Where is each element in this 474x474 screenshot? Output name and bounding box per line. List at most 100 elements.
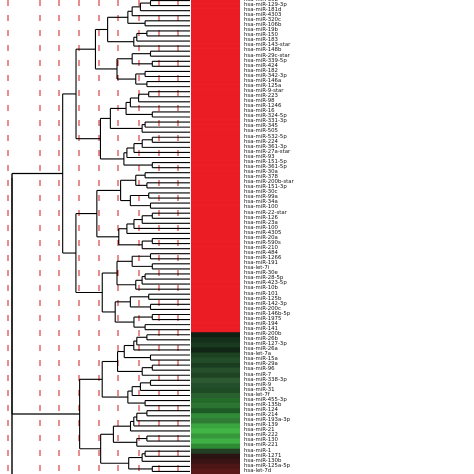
heatmap-cell xyxy=(191,220,240,227)
row-label: hsa-miR-130b xyxy=(244,457,282,464)
row-label: hsa-miR-331-3p xyxy=(244,118,287,125)
row-label: hsa-miR-19b xyxy=(244,27,278,34)
heatmap-cell xyxy=(191,377,240,384)
row-label: hsa-miR-338-3p xyxy=(244,376,287,383)
heatmap-cell xyxy=(191,342,240,348)
heatmap-cell xyxy=(191,306,240,313)
heatmap-cell xyxy=(191,89,240,95)
heatmap-cell xyxy=(191,8,240,14)
row-label: hsa-miR-9-star xyxy=(244,87,284,94)
heatmap-cell xyxy=(191,428,240,434)
heatmap-cell xyxy=(191,84,240,90)
row-label: hsa-miR-194 xyxy=(244,320,278,327)
heatmap-cell xyxy=(191,246,240,252)
row-label: hsa-miR-223 xyxy=(244,93,278,100)
row-label: hsa-miR-181d xyxy=(244,6,282,13)
heatmap-cell xyxy=(191,392,240,399)
heatmap-cell xyxy=(191,448,240,455)
row-label: hsa-miR-1266 xyxy=(244,255,282,262)
row-label: hsa-miR-27a-star xyxy=(244,148,291,155)
heatmap-cell xyxy=(191,433,240,439)
heatmap-cell xyxy=(191,160,240,166)
heatmap-cell xyxy=(191,13,240,19)
dendrogram-tree xyxy=(11,0,190,473)
row-label: hsa-miR-424 xyxy=(244,62,278,69)
heatmap-cell xyxy=(191,58,240,65)
row-label: hsa-miR-9 xyxy=(244,381,272,388)
heatmap-cell xyxy=(191,149,240,156)
row-label: hsa-miR-139 xyxy=(244,422,278,429)
heatmap-cell xyxy=(191,185,240,191)
heatmap-cell xyxy=(191,236,240,242)
heatmap-cell xyxy=(191,94,240,100)
row-label: hsa-miR-29c-star xyxy=(244,52,290,59)
heatmap-cell xyxy=(191,99,240,105)
heatmap-cell xyxy=(191,438,240,444)
row-label: hsa-miR-342-3p xyxy=(244,72,287,79)
heatmap-cell xyxy=(191,347,240,353)
row-label: hsa-miR-214 xyxy=(244,412,278,419)
heatmap-cell xyxy=(191,0,240,4)
row-label: hsa-miR-210 xyxy=(244,244,278,251)
heatmap-cell xyxy=(191,104,240,110)
row-label: hsa-miR-93 xyxy=(244,153,275,160)
row-label: hsa-miR-320c xyxy=(244,17,281,24)
heatmap-cell xyxy=(191,23,240,29)
row-label: hsa-miR-200b xyxy=(244,331,282,338)
row-label: hsa-miR-16 xyxy=(244,108,275,115)
row-label: hsa-miR-1975 xyxy=(244,315,282,322)
row-label: hsa-miR-99a xyxy=(244,194,278,201)
row-label: hsa-miR-100 xyxy=(244,204,278,211)
row-label: hsa-miR-125a xyxy=(244,82,282,89)
heatmap-cell xyxy=(191,38,240,44)
row-label: hsa-miR-34a xyxy=(244,199,278,206)
row-label: hsa-miR-378 xyxy=(244,174,278,181)
row-label: hsa-miR-31 xyxy=(244,386,275,393)
heatmap-cell xyxy=(191,144,240,151)
heatmap-cell xyxy=(191,276,240,282)
row-label: hsa-miR-143-star xyxy=(244,42,291,49)
row-label: hsa-miR-22-star xyxy=(244,209,287,216)
heatmap-cell xyxy=(191,225,240,232)
row-label: hsa-miR-20a xyxy=(244,234,278,241)
heatmap-cell xyxy=(191,357,240,363)
row-label: hsa-miR-339-5p xyxy=(244,57,287,64)
heatmap-cell xyxy=(191,33,240,39)
row-label: hsa-miR-345 xyxy=(244,123,278,130)
heatmap-cell xyxy=(191,256,240,262)
heatmap-cell xyxy=(191,165,240,171)
heatmap-cell xyxy=(191,413,240,419)
heatmap-cell xyxy=(191,251,240,257)
heatmap-cell xyxy=(191,362,240,368)
row-label: hsa-miR-4303 xyxy=(244,12,282,19)
heatmap-cell xyxy=(191,468,240,474)
row-label: hsa-let-7f xyxy=(244,391,270,398)
heatmap-cell xyxy=(191,134,240,141)
row-label: hsa-miR-101 xyxy=(244,290,278,297)
row-label: hsa-miR-26a xyxy=(244,346,278,353)
heatmap-cell xyxy=(191,453,240,460)
heatmap-cell xyxy=(191,408,240,414)
heatmap-cell xyxy=(191,53,240,60)
heatmap-cell xyxy=(191,210,240,217)
heatmap-cell xyxy=(191,317,240,323)
heatmap-cell xyxy=(191,190,240,196)
heatmap-cell xyxy=(191,139,240,146)
heatmap-cell xyxy=(191,271,240,277)
row-label: hsa-miR-221 xyxy=(244,442,278,449)
heatmap-cell xyxy=(191,387,240,394)
heatmap-cell xyxy=(191,301,240,308)
heatmap-cell xyxy=(191,398,240,404)
row-label: hsa-miR-30b xyxy=(244,0,278,3)
row-label: hsa-miR-96 xyxy=(244,366,275,373)
row-label: hsa-miR-505 xyxy=(244,128,278,135)
heatmap-cell xyxy=(191,241,240,247)
heatmap-cell xyxy=(191,352,240,358)
row-label: hsa-miR-21 xyxy=(244,427,275,434)
row-label: hsa-miR-146b-5p xyxy=(244,310,291,317)
heatmap-cell xyxy=(191,170,240,176)
row-label: hsa-let-7i xyxy=(244,265,270,272)
row-label: hsa-miR-200b-star xyxy=(244,179,294,186)
row-label: hsa-miR-200c xyxy=(244,305,281,312)
